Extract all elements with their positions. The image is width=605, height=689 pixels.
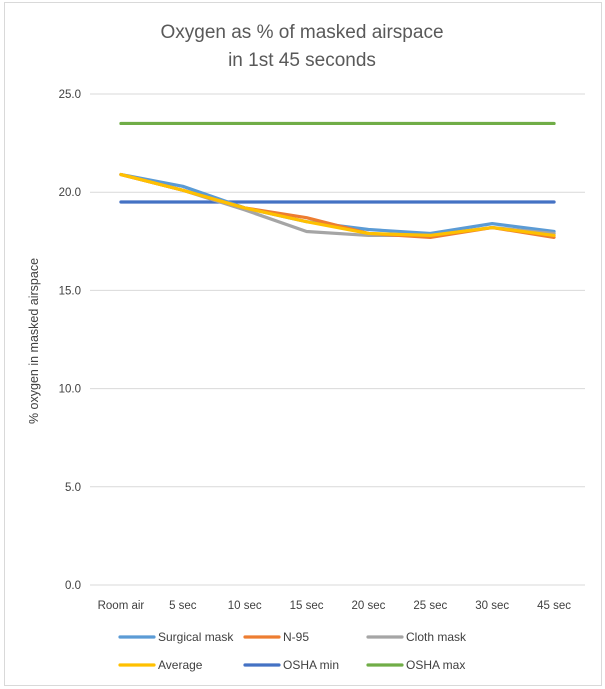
y-tick-label: 20.0 [59, 187, 81, 199]
chart-title-line-1: Oxygen as % of masked airspace [160, 22, 443, 43]
legend-label-n-95: N-95 [283, 630, 309, 644]
x-tick-label: 20 sec [351, 600, 385, 612]
x-tick-label: 10 sec [228, 600, 262, 612]
y-tick-label: 25.0 [59, 89, 81, 101]
legend-label-surgical-mask: Surgical mask [158, 630, 234, 644]
legend-label-osha-max: OSHA max [406, 658, 465, 672]
legend-label-cloth-mask: Cloth mask [406, 630, 467, 644]
line-chart: Oxygen as % of masked airspace in 1st 45… [27, 22, 585, 672]
y-tick-label: 15.0 [59, 285, 81, 297]
x-tick-label: 25 sec [413, 600, 447, 612]
y-tick-label: 10.0 [59, 384, 81, 396]
y-axis-title: % oxygen in masked airspace [27, 258, 41, 424]
x-tick-label: Room air [98, 600, 145, 612]
y-tick-label: 5.0 [65, 482, 81, 494]
series-line-average [119, 172, 556, 238]
legend-label-average: Average [158, 658, 203, 672]
legend-label-osha-min: OSHA min [283, 658, 339, 672]
x-tick-label: 30 sec [475, 600, 509, 612]
y-tick-label: 0.0 [65, 580, 81, 592]
x-tick-label: 5 sec [169, 600, 197, 612]
chart-title-line-2: in 1st 45 seconds [228, 50, 376, 71]
x-tick-label: 45 sec [537, 600, 571, 612]
x-tick-label: 15 sec [290, 600, 324, 612]
chart-area: Oxygen as % of masked airspace in 1st 45… [4, 2, 602, 686]
